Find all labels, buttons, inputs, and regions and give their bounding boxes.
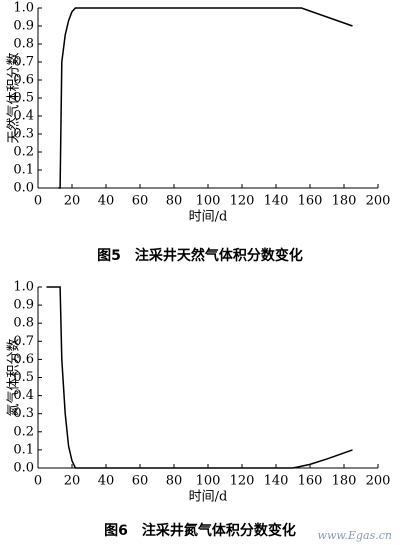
y-tick-label: 0.6 [13,73,34,88]
x-tick-label: 0 [34,474,42,489]
x-tick-label: 200 [366,474,391,489]
x-axis-title: 时间/d [189,210,228,225]
x-tick-label: 40 [98,474,115,489]
watermark: www.Egas.cn [318,529,392,542]
y-tick-label: 0.9 [13,298,34,313]
x-tick-label: 200 [366,194,391,209]
y-tick-label: 0.5 [13,91,34,106]
x-tick-label: 60 [132,194,149,209]
x-tick-label: 60 [132,474,149,489]
data-line [46,286,353,469]
y-tick-label: 0.3 [13,406,34,421]
x-tick-label: 140 [264,474,289,489]
x-tick-label: 0 [34,194,42,209]
x-tick-label: 120 [230,194,255,209]
y-tick-label: 0.8 [13,37,34,52]
x-tick-label: 180 [332,194,357,209]
x-tick-label: 140 [264,194,289,209]
y-tick-label: 0.0 [13,181,34,196]
x-tick-label: 160 [298,194,323,209]
x-tick-label: 20 [64,474,81,489]
x-tick-label: 160 [298,474,323,489]
data-line [58,7,353,189]
y-tick-label: 0.5 [13,370,34,385]
x-tick-label: 100 [196,474,221,489]
y-tick-label: 0.1 [13,442,34,457]
y-tick-label: 0.1 [13,163,34,178]
y-tick-label: 0.6 [13,352,34,367]
y-axis-title: 天然气体积分数 [6,52,22,143]
y-tick-label: 0.8 [13,316,34,331]
y-tick-label: 0.7 [13,55,34,70]
x-tick-label: 40 [98,194,115,209]
x-tick-label: 80 [166,474,183,489]
x-axis-title: 时间/d [189,490,228,505]
y-tick-label: 0.0 [13,461,34,476]
y-tick-label: 0.4 [13,388,34,403]
x-tick-label: 80 [166,194,183,209]
x-tick-label: 180 [332,474,357,489]
x-tick-label: 20 [64,194,81,209]
y-axis-title: 氮气体积分数 [6,338,22,416]
y-tick-label: 0.2 [13,145,34,160]
caption: 图5 注采井天然气体积分数变化 [97,247,303,264]
y-tick-label: 1.0 [13,1,34,16]
y-tick-label: 0.4 [13,109,34,124]
y-tick-label: 0.3 [13,127,34,142]
y-tick-label: 0.7 [13,334,34,349]
y-tick-label: 0.2 [13,424,34,439]
y-tick-label: 0.9 [13,19,34,34]
x-tick-label: 120 [230,474,255,489]
caption: 图6 注采井氮气体积分数变化 [104,522,296,539]
x-tick-label: 100 [196,194,221,209]
y-tick-label: 1.0 [13,280,34,295]
